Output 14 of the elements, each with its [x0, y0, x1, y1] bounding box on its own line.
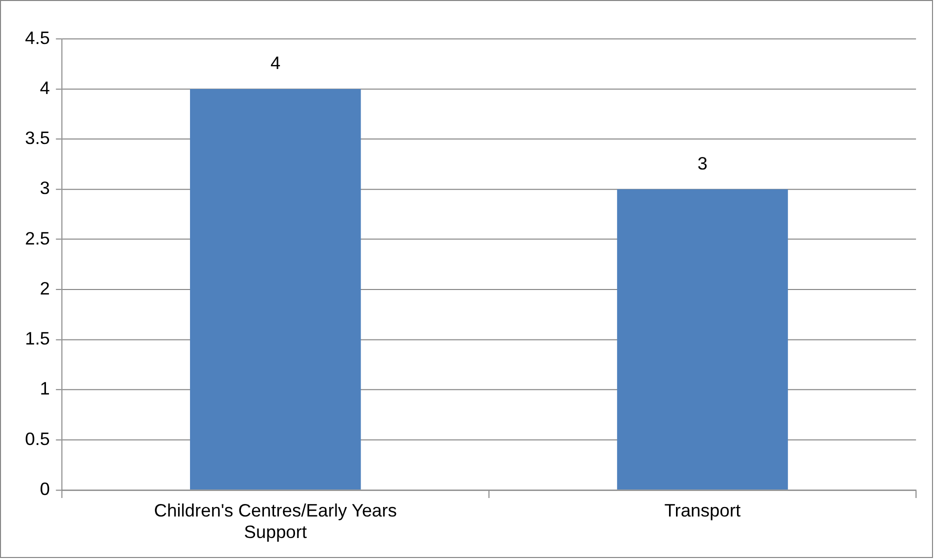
y-tick-label: 2	[40, 278, 50, 298]
y-tick-label: 0.5	[24, 428, 50, 449]
y-tick-label: 3.5	[24, 128, 50, 148]
x-tick-label: Transport	[664, 500, 741, 521]
y-tick-label: 4	[40, 78, 50, 98]
y-tick-label: 3	[40, 178, 50, 198]
y-tick-label: 1.5	[24, 328, 50, 349]
data-label: 4	[270, 53, 280, 74]
y-tick-label: 1	[40, 378, 50, 399]
y-tick-label: 2.5	[24, 228, 50, 248]
y-tick-label: 4.5	[24, 28, 50, 48]
data-label: 3	[698, 153, 708, 174]
x-tick-label: Children's Centres/Early Years Support	[154, 500, 397, 542]
y-tick-label: 0	[40, 479, 50, 499]
